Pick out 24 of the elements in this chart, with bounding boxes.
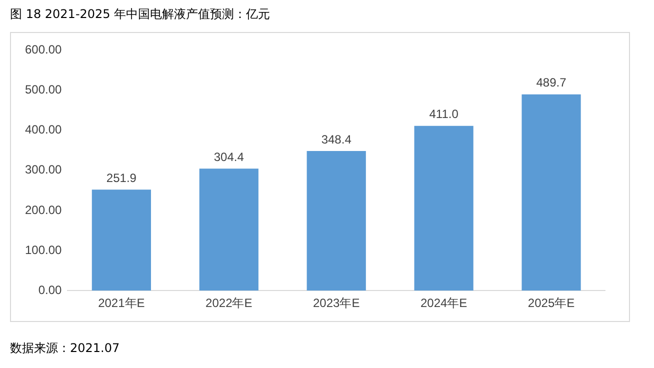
bar (414, 126, 474, 291)
y-tick-label: 200.00 (25, 202, 62, 217)
x-tick-label: 2021年E (98, 296, 145, 310)
y-tick-label: 600.00 (25, 42, 62, 57)
x-tick-label: 2024年E (420, 296, 468, 310)
bar (92, 190, 151, 291)
data-label: 348.4 (321, 132, 352, 146)
x-tick-label: 2023年E (313, 296, 360, 310)
chart-title: 图 18 2021-2025 年中国电解液产值预测：亿元 (10, 6, 270, 23)
data-label: 411.0 (429, 107, 459, 122)
data-label: 304.4 (214, 150, 244, 164)
y-tick-label: 500.00 (25, 82, 62, 97)
data-label: 251.9 (106, 170, 137, 185)
y-tick-label: 300.00 (25, 162, 62, 177)
y-tick-label: 100.00 (25, 242, 62, 257)
bar (199, 168, 258, 291)
y-tick-label: 400.00 (25, 122, 62, 137)
x-tick-label: 2025年E (528, 296, 575, 310)
bar (522, 94, 581, 291)
x-tick-label: 2022年E (206, 296, 252, 310)
source-note: 数据来源：2021.07 (10, 340, 120, 357)
y-tick-label: 0.00 (38, 282, 62, 297)
bar (306, 151, 366, 291)
data-label: 489.7 (536, 76, 567, 90)
